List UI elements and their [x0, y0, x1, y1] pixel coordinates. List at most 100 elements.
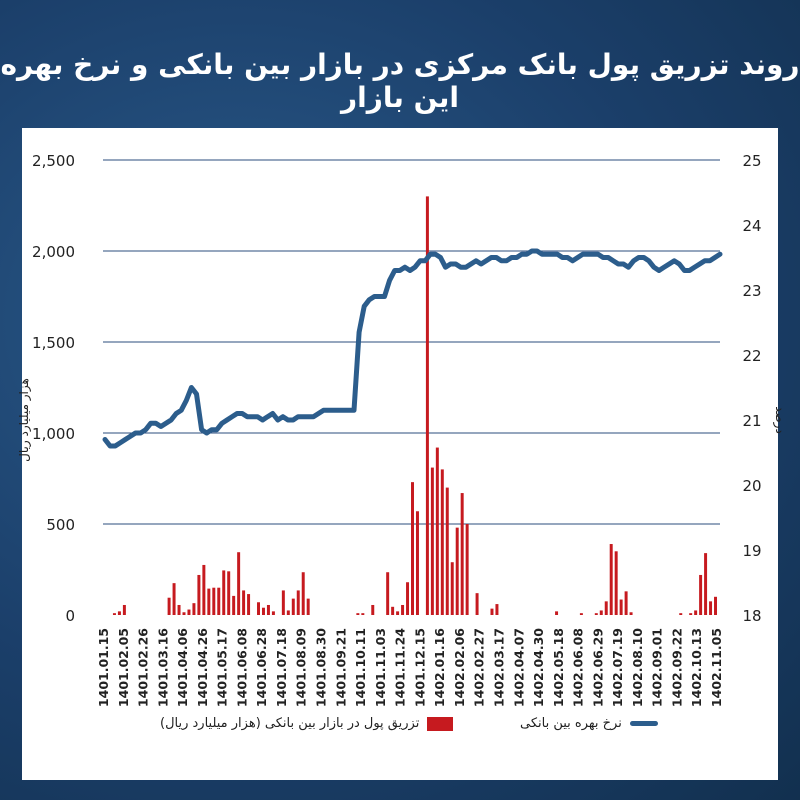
- x-tick-label: 1402.04.30: [531, 628, 546, 707]
- left-axis-label: هزار میلیارد ریال: [17, 378, 32, 462]
- x-tick-label: 1402.06.29: [590, 628, 605, 707]
- bar: [679, 613, 683, 615]
- legend-bar-swatch: [427, 716, 454, 731]
- x-tick-label: 1402.10.13: [689, 628, 704, 707]
- right-tick-label: 21: [742, 412, 761, 430]
- x-tick-label: 1402.11.05: [709, 628, 724, 707]
- bar: [306, 598, 310, 615]
- bar: [182, 612, 186, 615]
- x-tick-label: 1401.07.18: [274, 628, 289, 707]
- right-tick-label: 24: [742, 217, 761, 235]
- bar: [266, 604, 270, 615]
- bar: [177, 604, 181, 615]
- bar: [291, 598, 295, 615]
- left-tick-label: 1,500: [32, 334, 75, 352]
- bar: [495, 604, 499, 615]
- bar: [112, 613, 116, 615]
- x-tick-label: 1401.05.17: [215, 628, 230, 707]
- x-tick-label: 1401.10.11: [353, 628, 368, 707]
- bar: [167, 597, 171, 615]
- bar: [227, 571, 231, 615]
- right-tick-label: 19: [742, 542, 761, 560]
- x-tick-label: 1402.06.08: [571, 628, 586, 707]
- bar: [475, 593, 479, 615]
- bar: [599, 610, 603, 615]
- x-tick-label: 1402.04.07: [511, 628, 526, 707]
- x-tick-label: 1401.06.08: [234, 628, 249, 707]
- bar: [281, 590, 285, 615]
- x-tick-label: 1402.05.18: [551, 628, 566, 707]
- bar: [714, 596, 718, 615]
- bar: [202, 564, 206, 615]
- bar: [391, 606, 395, 615]
- legend-line-item: نرخ بهره بین بانکی: [520, 716, 658, 731]
- bar: [704, 553, 708, 615]
- bar: [271, 611, 275, 615]
- right-tick-label: 22: [742, 347, 761, 365]
- x-tick-label: 1401.02.26: [136, 628, 151, 707]
- bar: [465, 524, 469, 615]
- bar: [619, 599, 623, 615]
- x-tick-label: 1402.09.22: [670, 628, 685, 707]
- bar: [490, 608, 494, 615]
- legend: تزریق پول در بازار بین بانکی (هزار میلیا…: [0, 716, 800, 746]
- x-tick-label: 1402.02.27: [472, 628, 487, 707]
- left-tick-label: 0: [65, 607, 75, 625]
- bar: [247, 594, 251, 615]
- bar: [117, 611, 121, 615]
- bar: [197, 574, 201, 615]
- x-tick-label: 1401.09.21: [333, 628, 348, 707]
- bar: [445, 487, 449, 615]
- x-tick-label: 1401.12.15: [412, 628, 427, 707]
- right-tick-label: 23: [742, 282, 761, 300]
- bar: [296, 590, 300, 615]
- bar: [614, 551, 618, 615]
- x-tick-label: 1401.11.03: [373, 628, 388, 707]
- x-tick-label: 1401.08.30: [314, 628, 329, 707]
- bar: [237, 552, 241, 615]
- bar: [371, 604, 375, 615]
- bar: [579, 613, 583, 615]
- x-tick-label: 1401.04.26: [195, 628, 210, 707]
- bar: [257, 602, 260, 615]
- x-tick-label: 1402.02.06: [452, 628, 467, 707]
- bar: [460, 493, 464, 615]
- bar: [286, 610, 290, 615]
- bar: [396, 611, 400, 615]
- bar: [217, 587, 221, 615]
- bar: [629, 612, 633, 615]
- bar: [604, 601, 608, 615]
- bar: [232, 595, 236, 615]
- x-tick-label: 1401.06.28: [254, 628, 269, 707]
- bar: [222, 570, 226, 615]
- bar: [192, 603, 196, 615]
- left-tick-label: 2,000: [32, 243, 75, 261]
- bar: [187, 609, 191, 615]
- x-tick-label: 1402.07.19: [610, 628, 625, 707]
- bar: [411, 482, 414, 615]
- bar: [435, 447, 439, 615]
- x-tick-label: 1402.09.01: [650, 628, 665, 707]
- bar: [172, 583, 176, 615]
- legend-bar-item: تزریق پول در بازار بین بانکی (هزار میلیا…: [160, 716, 454, 731]
- bar: [699, 574, 703, 615]
- bar: [624, 591, 628, 615]
- bar: [689, 613, 693, 615]
- interest-rate-line: [102, 248, 723, 449]
- bar: [425, 196, 429, 615]
- bar: [242, 590, 246, 615]
- x-tick-label: 1401.04.06: [175, 628, 190, 707]
- bar: [709, 601, 713, 615]
- bar: [386, 572, 390, 615]
- x-tick-label: 1402.03.17: [492, 628, 507, 707]
- x-tick-label: 1401.03.16: [155, 628, 170, 707]
- x-tick-label: 1401.02.05: [116, 628, 131, 707]
- bar: [440, 469, 444, 615]
- bar: [555, 611, 559, 615]
- right-tick-label: 18: [742, 607, 761, 625]
- bar: [261, 607, 265, 615]
- bar: [122, 604, 126, 615]
- bar: [401, 604, 405, 615]
- x-tick-label: 1401.11.24: [393, 628, 408, 707]
